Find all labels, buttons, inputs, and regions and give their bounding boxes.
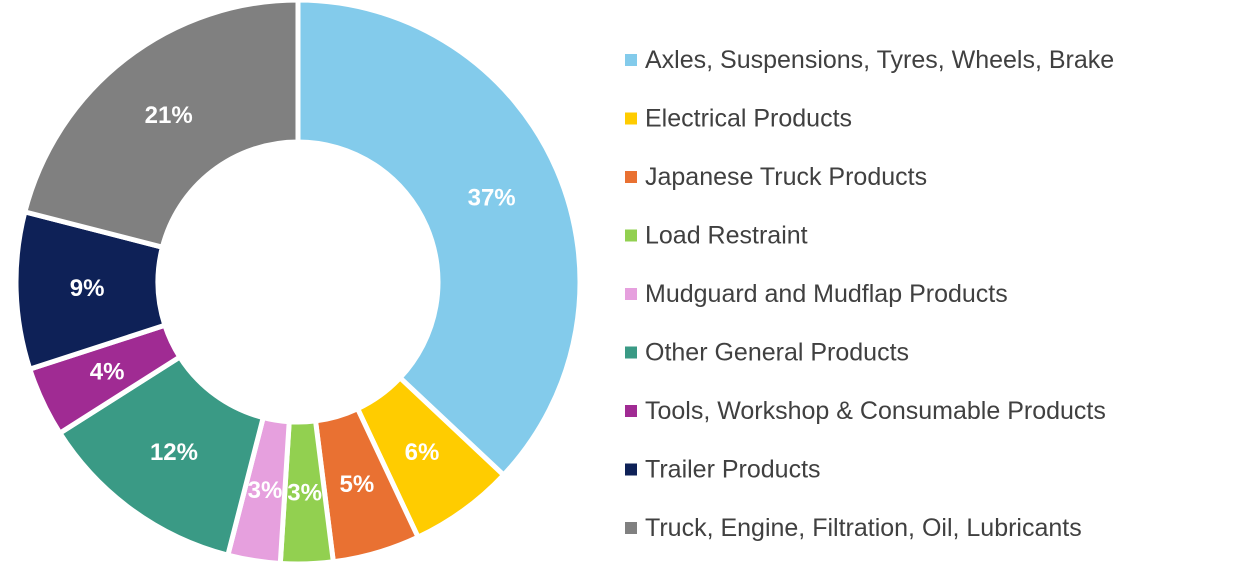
legend-swatch: [625, 54, 637, 66]
data-label: 21%: [145, 102, 193, 129]
legend-label: Truck, Engine, Filtration, Oil, Lubrican…: [645, 514, 1082, 542]
data-label: 3%: [287, 479, 322, 506]
legend-label: Tools, Workshop & Consumable Products: [645, 397, 1106, 425]
donut-slice: [56, 353, 267, 559]
legend-label: Trailer Products: [645, 456, 821, 484]
donut-slice: [21, 0, 301, 251]
legend-swatch: [625, 229, 637, 242]
data-label: 5%: [340, 471, 375, 498]
data-label: 37%: [468, 185, 516, 212]
legend-label: Japanese Truck Products: [645, 163, 927, 191]
data-label: 12%: [150, 439, 198, 466]
legend-label: Axles, Suspensions, Tyres, Wheels, Brake: [645, 46, 1114, 74]
donut-slice: [295, 0, 583, 479]
data-label: 6%: [405, 439, 440, 466]
legend-swatch: [625, 288, 637, 300]
legend-label: Load Restraint: [645, 222, 808, 250]
legend-label: Electrical Products: [645, 105, 852, 133]
legend-swatch: [625, 346, 637, 359]
data-label: 4%: [90, 358, 125, 385]
legend-swatch: [625, 171, 637, 183]
data-label: 9%: [70, 275, 105, 302]
data-label: 3%: [248, 477, 283, 504]
legend-swatch: [625, 112, 637, 125]
legend-swatch: [625, 405, 637, 417]
legend-label: Other General Products: [645, 339, 909, 367]
legend-label: Mudguard and Mudflap Products: [645, 280, 1008, 308]
legend-swatch: [625, 522, 637, 534]
legend-swatch: [625, 463, 637, 476]
